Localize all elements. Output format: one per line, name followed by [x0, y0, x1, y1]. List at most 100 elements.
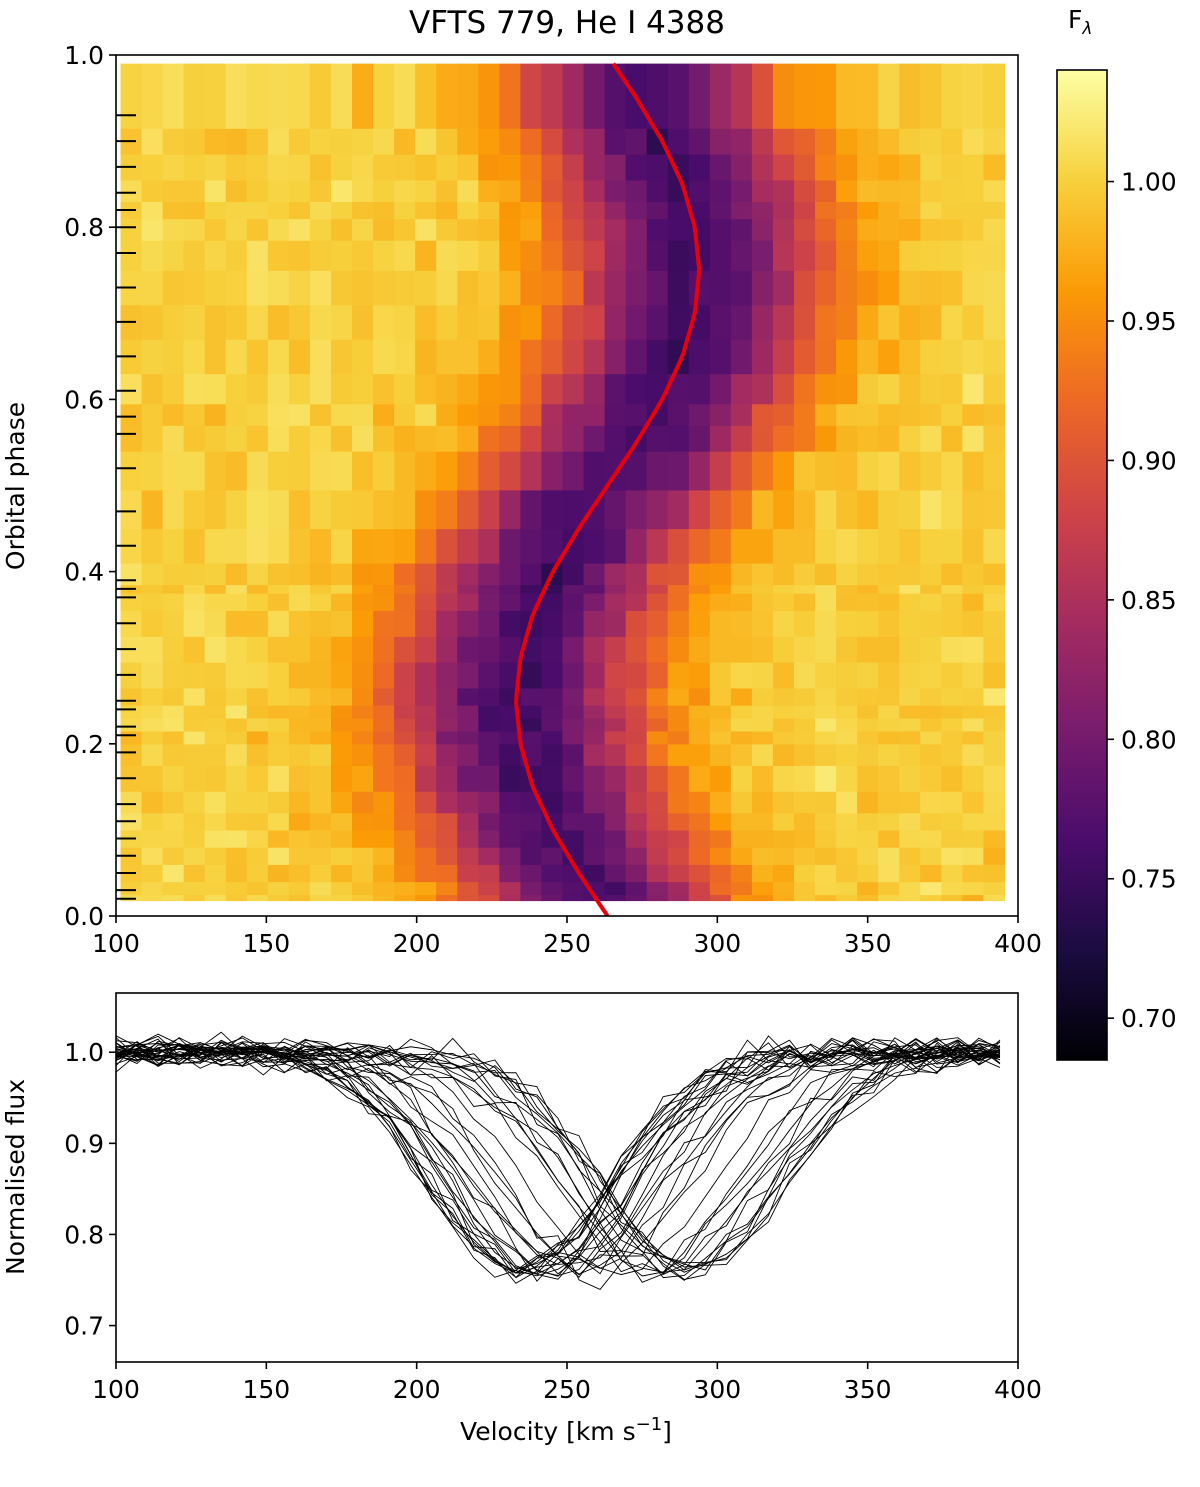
- heatmap-cell: [962, 339, 985, 375]
- heatmap-cell: [688, 489, 711, 530]
- heatmap-cell: [688, 687, 711, 706]
- heatmap-cell: [899, 687, 921, 706]
- heatmap-cell: [499, 894, 521, 902]
- heatmap-cell: [899, 730, 921, 745]
- flux-profile-line: [116, 1037, 1001, 1282]
- heatmap-cell: [983, 894, 1006, 902]
- heatmap-cell: [225, 610, 248, 637]
- heatmap-cell: [920, 154, 942, 181]
- heatmap-cell: [246, 489, 269, 530]
- heatmap-cell: [415, 894, 437, 902]
- heatmap-cell: [330, 610, 353, 637]
- heatmap-cell: [183, 705, 206, 719]
- heatmap-cell: [604, 425, 627, 452]
- heatmap-cell: [394, 562, 416, 586]
- heatmap-cell: [415, 201, 437, 220]
- heatmap-cell: [373, 829, 395, 848]
- heatmap-cell: [772, 562, 795, 586]
- heatmap-cell: [141, 610, 164, 637]
- heatmap-cell: [288, 240, 311, 271]
- heatmap-cell: [183, 528, 206, 564]
- heatmap-cell: [267, 894, 290, 902]
- heatmap-cell: [394, 705, 416, 719]
- heatmap-cell: [983, 847, 1006, 865]
- heatmap-cell: [541, 687, 564, 706]
- heatmap-cell: [962, 636, 985, 663]
- heatmap-cell: [920, 240, 942, 271]
- heatmap-cell: [204, 864, 227, 883]
- heatmap-cell: [625, 705, 648, 719]
- heatmap-cell: [983, 154, 1006, 181]
- heatmap-cell: [709, 743, 732, 766]
- heatmap-cell: [267, 339, 290, 375]
- heatmap-cell: [646, 451, 669, 491]
- heatmap-cell: [436, 218, 458, 241]
- heatmap-cell: [941, 730, 963, 745]
- heatmap-cell: [330, 765, 353, 792]
- heatmap-cell: [246, 403, 269, 426]
- heatmap-cell: [772, 743, 795, 766]
- heatmap-cell: [267, 179, 290, 202]
- heatmap-cell: [688, 270, 711, 306]
- heatmap-cell: [246, 179, 269, 202]
- heatmap-cell: [330, 425, 353, 452]
- heatmap-cell: [288, 373, 311, 405]
- heatmap-cell: [309, 240, 332, 271]
- heatmap-cell: [520, 562, 543, 586]
- heatmap-cell: [162, 687, 185, 706]
- heatmap-cell: [288, 717, 311, 732]
- heatmap-cell: [562, 610, 585, 637]
- flux-profile-line: [116, 1041, 1000, 1264]
- heatmap-cell: [836, 610, 858, 637]
- heatmap-cell: [857, 881, 879, 896]
- colorbar-axis: 0.700.750.800.850.900.951.00: [1107, 168, 1177, 1033]
- heatmap-y-axis: 0.00.20.40.60.81.0: [64, 41, 116, 931]
- heatmap-cell: [330, 339, 353, 375]
- heatmap-cell: [478, 717, 500, 732]
- heatmap-cell: [836, 373, 858, 405]
- heatmap-cell: [373, 730, 395, 745]
- heatmap-cell: [415, 881, 437, 896]
- heatmap-cell: [436, 154, 458, 181]
- heatmap-cell: [499, 179, 521, 202]
- heatmap-cell: [625, 584, 648, 594]
- heatmap-cell: [646, 179, 669, 202]
- heatmap-cell: [394, 218, 416, 241]
- heatmap-cell: [183, 179, 206, 202]
- heatmap-cell: [815, 636, 837, 663]
- heatmap-cell: [815, 829, 837, 848]
- heatmap-cell: [962, 847, 985, 865]
- heatmap-cell: [836, 425, 858, 452]
- heatmap-cell: [352, 584, 374, 594]
- heatmap-cell: [899, 403, 921, 426]
- heatmap-cell: [120, 489, 143, 530]
- heatmap-cell: [646, 154, 669, 181]
- heatmap-cell: [604, 128, 627, 155]
- heatmap-cell: [288, 218, 311, 241]
- heatmap-cell: [899, 201, 921, 220]
- heatmap-cell: [120, 743, 143, 766]
- heatmap-cell: [709, 791, 732, 814]
- x-tick-label: 250: [543, 929, 591, 958]
- heatmap-cell: [457, 240, 479, 271]
- heatmap-cell: [920, 451, 942, 491]
- heatmap-cell: [541, 218, 564, 241]
- heatmap-cell: [941, 451, 963, 491]
- heatmap-cell: [815, 593, 837, 611]
- heatmap-cell: [330, 812, 353, 831]
- heatmap-cell: [562, 881, 585, 896]
- heatmap-cell: [204, 743, 227, 766]
- heatmap-cell: [562, 451, 585, 491]
- heatmap-cell: [941, 179, 963, 202]
- heatmap-cell: [499, 128, 521, 155]
- heatmap-cell: [646, 240, 669, 271]
- heatmap-cell: [709, 373, 732, 405]
- heatmap-cell: [415, 847, 437, 865]
- heatmap-cell: [899, 705, 921, 719]
- heatmap-cell: [667, 687, 690, 706]
- heatmap-cell: [352, 610, 374, 637]
- heatmap-cell: [688, 528, 711, 564]
- heatmap-cell: [878, 743, 900, 766]
- heatmap-cell: [646, 584, 669, 594]
- flux-x-label-sup: −1: [636, 1414, 663, 1435]
